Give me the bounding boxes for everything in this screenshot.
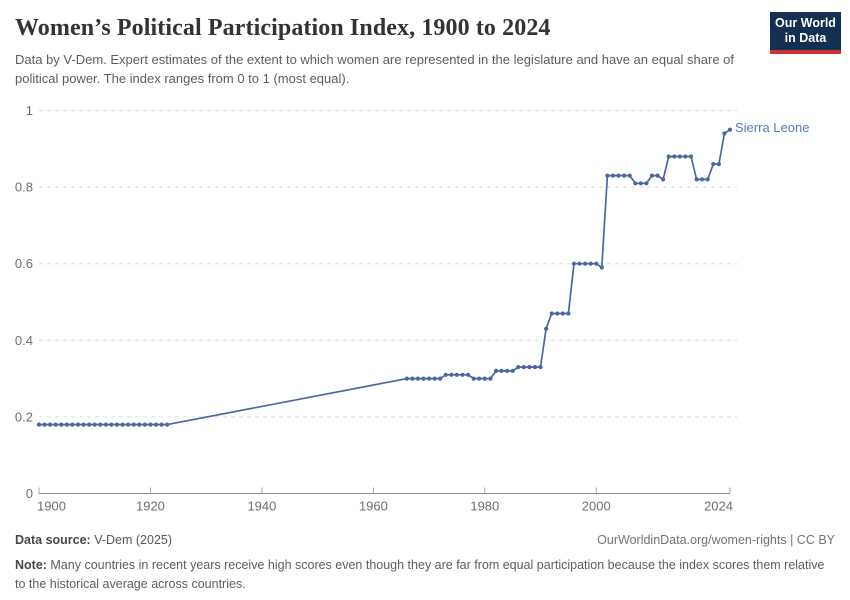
svg-text:1900: 1900	[37, 499, 66, 514]
svg-text:0.6: 0.6	[15, 256, 33, 271]
license-text: OurWorldinData.org/women-rights | CC BY	[597, 533, 835, 547]
svg-text:0.2: 0.2	[15, 409, 33, 424]
owid-logo-text: Our World in Data	[770, 12, 841, 50]
chart-subtitle: Data by V-Dem. Expert estimates of the e…	[15, 52, 735, 86]
owid-logo-stripe	[770, 50, 841, 54]
svg-text:2024: 2024	[704, 499, 733, 514]
owid-logo-line2: in Data	[784, 31, 827, 45]
svg-text:1940: 1940	[247, 499, 276, 514]
page-title: Women’s Political Participation Index, 1…	[15, 15, 551, 41]
data-source-label: Data source:	[15, 533, 91, 547]
owid-logo: Our World in Data	[770, 12, 841, 54]
svg-text:0: 0	[26, 486, 33, 501]
svg-text:1: 1	[26, 103, 33, 118]
footnote: Note: Many countries in recent years rec…	[15, 556, 827, 595]
x-axis-ticks	[38, 487, 731, 494]
y-axis-labels: 0 0.2 0.4 0.6 0.8 1	[15, 103, 33, 501]
data-source-value: V-Dem (2025)	[90, 533, 173, 547]
svg-text:2000: 2000	[582, 499, 611, 514]
series-label-sierra-leone: Sierra Leone	[735, 120, 810, 135]
svg-text:1920: 1920	[136, 499, 165, 514]
svg-text:0.4: 0.4	[15, 333, 33, 348]
y-gridlines	[39, 110, 737, 418]
footnote-text: Many countries in recent years receive h…	[15, 558, 825, 592]
owid-logo-line1: Our World	[775, 16, 836, 30]
series-points	[36, 127, 733, 427]
svg-text:0.8: 0.8	[15, 180, 33, 195]
x-axis-labels: 1900 1920 1940 1960 1980 2000 2024	[37, 499, 733, 514]
svg-text:1980: 1980	[470, 499, 499, 514]
footer-source-row: Data source: V-Dem (2025) OurWorldinData…	[15, 533, 835, 547]
data-source-text: Data source: V-Dem (2025)	[15, 533, 172, 547]
series-line	[38, 128, 731, 426]
svg-text:1960: 1960	[359, 499, 388, 514]
footnote-label: Note:	[15, 558, 47, 572]
